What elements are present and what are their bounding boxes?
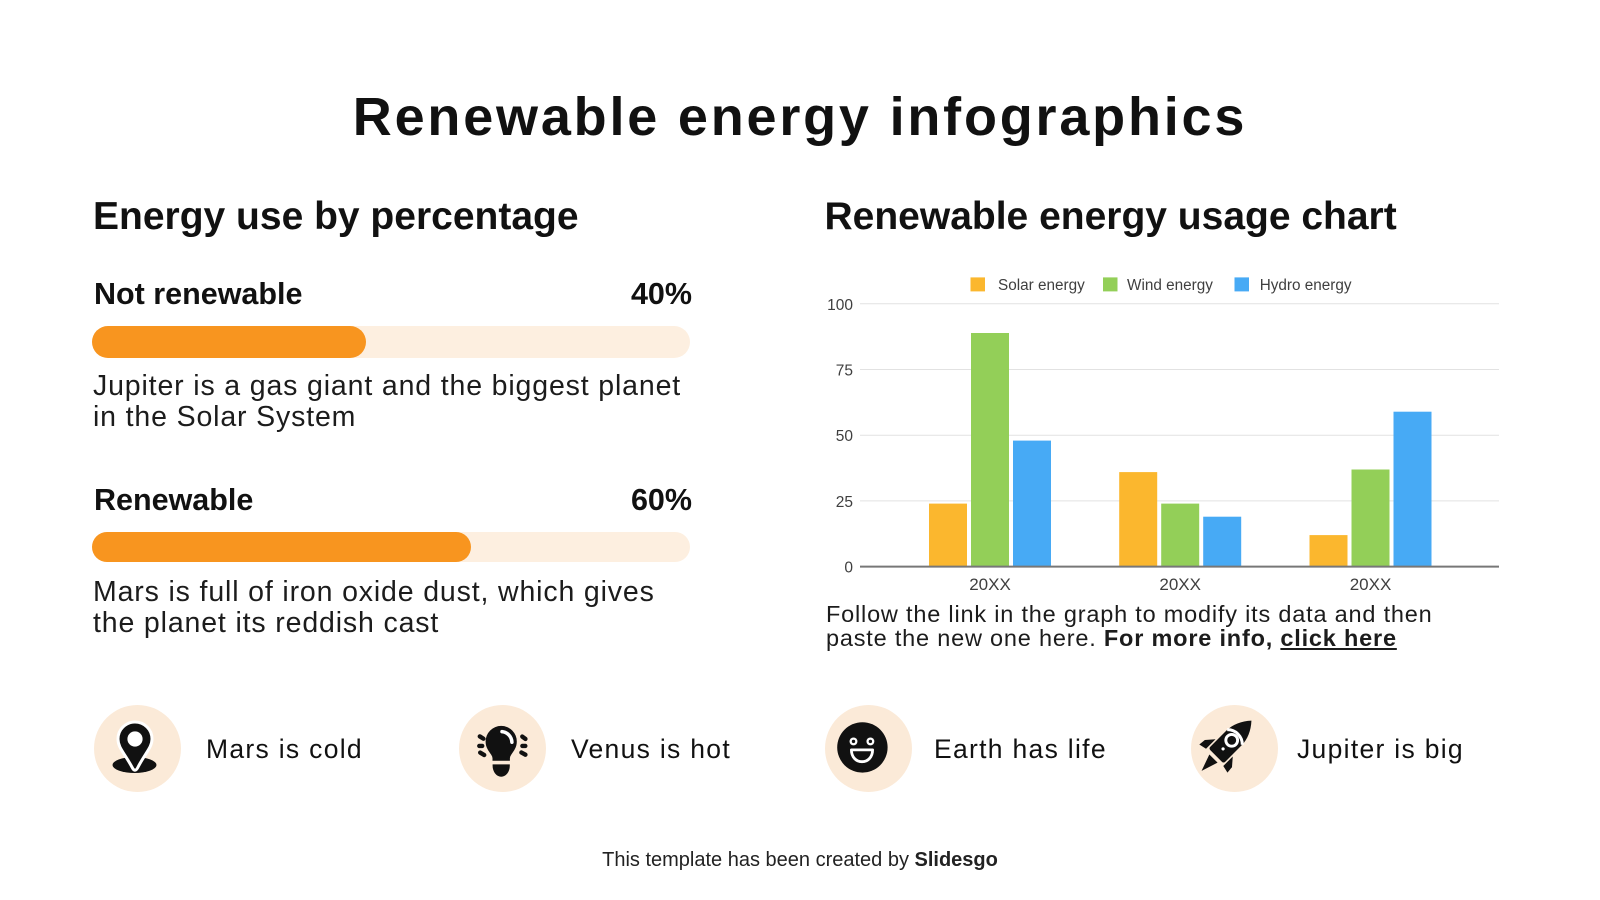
svg-text:20XX: 20XX [969,575,1011,594]
svg-text:20XX: 20XX [1159,575,1201,594]
svg-text:50: 50 [836,428,854,445]
svg-text:Solar energy: Solar energy [998,277,1085,294]
svg-text:0: 0 [844,560,853,577]
svg-text:20XX: 20XX [1350,575,1392,594]
svg-text:25: 25 [836,494,853,511]
svg-text:Hydro energy: Hydro energy [1260,277,1352,294]
svg-text:Wind energy: Wind energy [1127,277,1213,294]
svg-text:100: 100 [827,297,853,314]
svg-text:75: 75 [836,363,853,380]
